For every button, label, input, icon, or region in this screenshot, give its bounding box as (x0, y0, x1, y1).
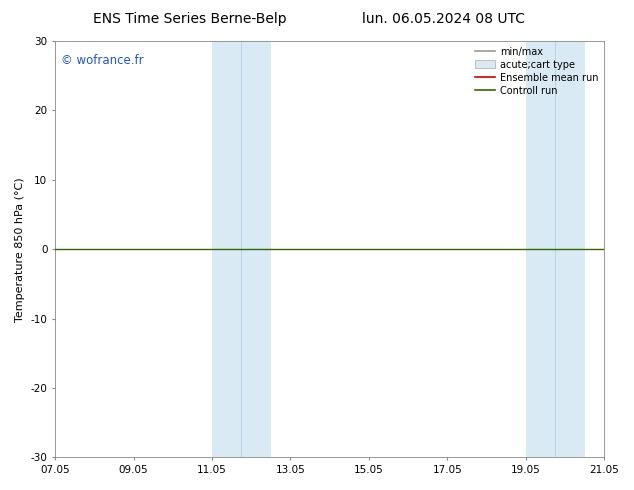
Legend: min/max, acute;cart type, Ensemble mean run, Controll run: min/max, acute;cart type, Ensemble mean … (472, 43, 602, 99)
Bar (242, 41, 271, 457)
Text: lun. 06.05.2024 08 UTC: lun. 06.05.2024 08 UTC (362, 12, 526, 26)
Y-axis label: Temperature 850 hPa (°C): Temperature 850 hPa (°C) (15, 177, 25, 321)
Bar (526, 41, 555, 457)
Text: © wofrance.fr: © wofrance.fr (61, 53, 143, 67)
Bar (555, 41, 585, 457)
Text: ENS Time Series Berne-Belp: ENS Time Series Berne-Belp (93, 12, 287, 26)
Bar (212, 41, 242, 457)
